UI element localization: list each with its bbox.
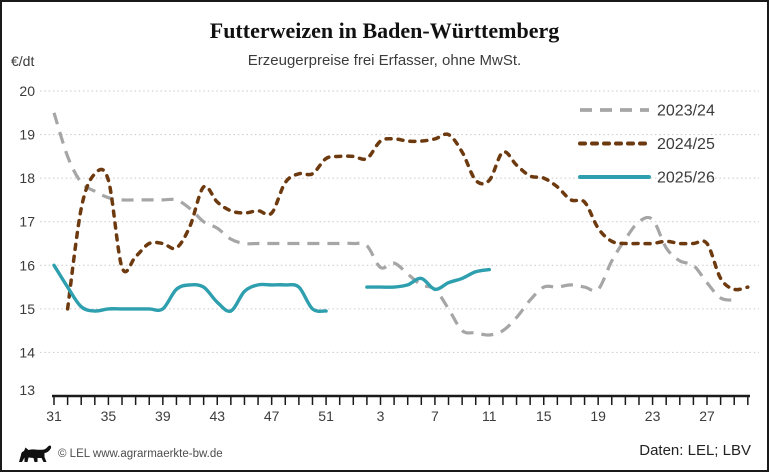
x-tick-label: 23 (645, 408, 661, 424)
lel-lion-logo (19, 445, 52, 462)
x-tick-label: 3 (377, 408, 385, 424)
x-tick-label: 43 (209, 408, 225, 424)
series-line-2024-25 (65, 132, 750, 311)
y-axis-unit-label: €/dt (11, 53, 35, 69)
y-tick-label: 16 (19, 257, 35, 273)
x-tick-label: 7 (431, 408, 439, 424)
x-tick-label: 15 (536, 408, 552, 424)
x-tick-label: 27 (699, 408, 715, 424)
x-tick-label: 19 (590, 408, 606, 424)
chart-subtitle: Erzeugerpreise frei Erfasser, ohne MwSt. (247, 52, 522, 69)
y-tick-label: 14 (19, 344, 35, 360)
y-tick-label: 19 (19, 127, 35, 143)
y-tick-label: 15 (19, 301, 35, 317)
legend-label-2023-24: 2023/24 (657, 103, 715, 120)
series-line-2023-24 (52, 112, 735, 337)
legend-label-2024-25: 2024/25 (657, 136, 715, 153)
y-tick-label: 18 (19, 170, 35, 186)
y-tick-label: 17 (19, 214, 35, 230)
x-tick-label: 47 (264, 408, 280, 424)
y-tick-label: 13 (19, 382, 35, 398)
x-tick-label: 11 (482, 408, 497, 424)
footer-source: Daten: LEL; LBV (639, 442, 751, 459)
series-line-2025-26 (365, 267, 491, 292)
chart-title: Futterweizen in Baden-Württemberg (209, 18, 560, 43)
footer-copyright: © LEL www.agrarmaerkte-bw.de (58, 448, 223, 460)
x-tick-label: 35 (101, 408, 117, 424)
x-tick-label: 31 (46, 408, 62, 424)
x-tick-label: 51 (318, 408, 334, 424)
x-tick-label: 39 (155, 408, 171, 424)
y-tick-label: 20 (19, 83, 35, 99)
legend-label-2025-26: 2025/26 (657, 170, 715, 187)
series-line-2025-26 (52, 263, 328, 314)
